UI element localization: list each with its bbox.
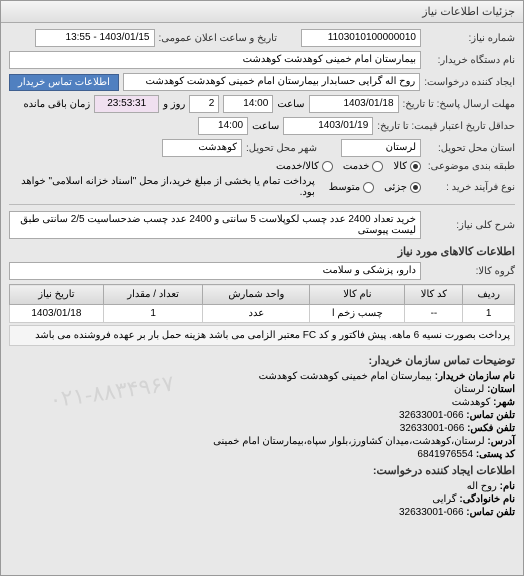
- contact-phone-label: تلفن تماس:: [466, 507, 515, 518]
- th-index: ردیف: [463, 285, 515, 305]
- td-unit: عدد: [203, 305, 310, 323]
- th-date: تاریخ نیاز: [10, 285, 104, 305]
- th-unit: واحد شمارش: [203, 285, 310, 305]
- table-row[interactable]: 1 -- چسب زخم ا عدد 1 1403/01/18: [10, 305, 515, 323]
- days-remaining-field: 2: [189, 95, 219, 113]
- td-name: چسب زخم ا: [310, 305, 405, 323]
- radio-item-medium[interactable]: متوسط: [329, 182, 374, 193]
- requester-label: ایجاد کننده درخواست:: [424, 77, 515, 88]
- table-header-row: ردیف کد کالا نام کالا واحد شمارش تعداد /…: [10, 285, 515, 305]
- goods-info-title: اطلاعات کالاهای مورد نیاز: [9, 245, 515, 258]
- org-name-value: بیمارستان امام خمینی کوهدشت کوهدشت: [259, 371, 432, 382]
- td-code: --: [405, 305, 463, 323]
- main-container: جزئیات اطلاعات نیاز شماره نیاز: 11030101…: [0, 0, 524, 576]
- requester-field: روح اله گرایی حسابدار بیمارستان امام خمی…: [123, 73, 420, 91]
- time-remaining-field: 23:53:31: [94, 95, 159, 113]
- city-label: شهر:: [493, 397, 515, 408]
- phone-value: 066-32633001: [399, 410, 464, 421]
- postal-value: 6841976554: [417, 449, 473, 460]
- goods-group-label: گروه کالا:: [425, 266, 515, 277]
- classification-label: طبقه بندی موضوعی:: [425, 161, 515, 172]
- name-label: نام:: [500, 481, 515, 492]
- family-value: گرایی: [432, 494, 456, 505]
- postal-label: کد پستی:: [476, 449, 515, 460]
- header-tab: جزئیات اطلاعات نیاز: [1, 1, 523, 23]
- radio-item-goods[interactable]: کالا: [393, 161, 421, 172]
- delivery-province-label: استان محل تحویل:: [425, 143, 515, 154]
- th-name: نام کالا: [310, 285, 405, 305]
- purchase-type-radio-group: جزئی متوسط: [329, 182, 421, 193]
- radio-goods[interactable]: [410, 161, 421, 172]
- radio-goods-label: کالا: [393, 161, 407, 172]
- remaining-label: زمان باقی مانده: [23, 99, 90, 110]
- phone-label: تلفن تماس:: [466, 410, 515, 421]
- province-value: لرستان: [454, 384, 484, 395]
- validity-until-date-field: 1403/01/19: [283, 117, 373, 135]
- contact-title: توضیحات تماس سازمان خریدار:: [9, 354, 515, 367]
- radio-service-label: خدمت: [343, 161, 370, 172]
- th-qty: تعداد / مقدار: [103, 285, 203, 305]
- time-label-2: ساعت: [252, 121, 279, 132]
- radio-item-service[interactable]: خدمت: [343, 161, 384, 172]
- radio-goods-service-label: کالا/خدمت: [276, 161, 319, 172]
- announce-date-label: تاریخ و ساعت اعلان عمومی:: [159, 33, 278, 44]
- deadline-date-field: 1403/01/18: [309, 95, 399, 113]
- th-code: کد کالا: [405, 285, 463, 305]
- td-date: 1403/01/18: [10, 305, 104, 323]
- fax-value: 066-32633001: [400, 423, 465, 434]
- description-field: خرید تعداد 2400 عدد چسب لکوپلاست 5 سانتی…: [9, 211, 421, 239]
- announce-date-field: 1403/01/15 - 13:55: [35, 29, 155, 47]
- radio-small-label: جزئی: [384, 182, 407, 193]
- classification-radio-group: کالا خدمت کالا/خدمت: [276, 161, 421, 172]
- form-section: شماره نیاز: 1103010100000010 تاریخ و ساع…: [1, 23, 523, 526]
- validity-until-label: حداقل تاریخ اعتبار قیمت: تا تاریخ:: [377, 121, 515, 132]
- org-name-label: نام سازمان خریدار:: [435, 371, 515, 382]
- radio-goods-service[interactable]: [322, 161, 333, 172]
- radio-service[interactable]: [372, 161, 383, 172]
- device-name-label: نام دستگاه خریدار:: [425, 55, 515, 66]
- time-label-1: ساعت: [277, 99, 304, 110]
- request-number-label: شماره نیاز:: [425, 33, 515, 44]
- purchase-type-label: نوع فرآیند خرید :: [425, 182, 515, 193]
- province-label: استان:: [487, 384, 515, 395]
- delivery-city-field: کوهدشت: [162, 139, 242, 157]
- device-name-field: بیمارستان امام خمینی کوهدشت کوهدشت: [9, 51, 421, 69]
- delivery-province-field: لرستان: [341, 139, 421, 157]
- goods-table: ردیف کد کالا نام کالا واحد شمارش تعداد /…: [9, 284, 515, 323]
- family-label: نام خانوادگی:: [459, 494, 515, 505]
- creator-title: اطلاعات ایجاد کننده درخواست:: [9, 464, 515, 477]
- city-value: کوهدشت: [452, 397, 491, 408]
- contact-phone-value: 066-32633001: [399, 507, 464, 518]
- tab-title: جزئیات اطلاعات نیاز: [422, 6, 515, 18]
- validity-until-time-field: 14:00: [198, 117, 248, 135]
- contact-info-button[interactable]: اطلاعات تماس خریدار: [9, 74, 119, 91]
- purchase-note: پرداخت تمام یا بخشی از مبلغ خرید،از محل …: [9, 176, 315, 198]
- deadline-time-field: 14:00: [223, 95, 273, 113]
- contact-section: ۰۲۱-۸۸۳۴۹۶۷ توضیحات تماس سازمان خریدار: …: [9, 354, 515, 518]
- name-value: روح اله: [467, 481, 497, 492]
- td-qty: 1: [103, 305, 203, 323]
- address-value: لرستان،کوهدشت،میدان کشاورز،بلوار سپاه،بی…: [213, 436, 484, 447]
- radio-medium-label: متوسط: [329, 182, 360, 193]
- address-label: آدرس:: [487, 436, 515, 447]
- request-number-field: 1103010100000010: [301, 29, 421, 47]
- radio-item-small[interactable]: جزئی: [384, 182, 421, 193]
- radio-small[interactable]: [410, 182, 421, 193]
- deadline-label: مهلت ارسال پاسخ: تا تاریخ:: [403, 99, 515, 110]
- delivery-city-label: شهر محل تحویل:: [246, 143, 317, 154]
- days-label: روز و: [163, 99, 185, 110]
- table-note: پرداخت بصورت نسیه 6 ماهه. پیش فاکتور و ک…: [9, 325, 515, 346]
- fax-label: تلفن فکس:: [467, 423, 515, 434]
- radio-medium[interactable]: [363, 182, 374, 193]
- td-index: 1: [463, 305, 515, 323]
- goods-group-field: دارو، پزشکی و سلامت: [9, 262, 421, 280]
- radio-item-goods-service[interactable]: کالا/خدمت: [276, 161, 333, 172]
- description-label: شرح کلی نیاز:: [425, 220, 515, 231]
